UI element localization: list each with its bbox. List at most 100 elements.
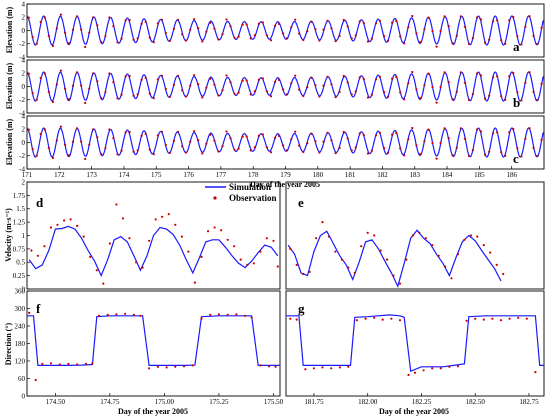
observation-point (69, 218, 72, 221)
observation-point (495, 263, 498, 266)
observation-point (322, 28, 325, 31)
observation-point (447, 25, 450, 28)
observation-point (516, 91, 519, 94)
observation-point (71, 84, 75, 87)
observation-point (136, 37, 139, 40)
observation-point (27, 16, 30, 20)
observation-point (330, 27, 333, 30)
observation-point (302, 94, 305, 98)
observation-point (221, 33, 224, 36)
observation-point (500, 151, 503, 154)
observation-point (209, 77, 212, 80)
observation-point (512, 16, 515, 19)
observation-point (181, 33, 184, 36)
observation-point (239, 258, 242, 261)
observation-point (338, 90, 341, 94)
observation-point (447, 137, 450, 140)
observation-point (31, 92, 34, 95)
observation-point (249, 93, 252, 96)
observation-point (411, 14, 414, 18)
simulation-line (26, 71, 544, 102)
observation-point (387, 151, 390, 154)
observation-point (154, 218, 157, 221)
panel-g: 181.75 182.00 182.25 182.50 182.75 g Day of … (285, 290, 545, 416)
observation-point (225, 74, 228, 77)
observation-point (277, 22, 281, 25)
observation-point (504, 42, 507, 45)
panel-f-label: f (36, 301, 41, 316)
observation-point (310, 132, 313, 135)
observation-point (177, 18, 180, 21)
observation-point (482, 244, 485, 247)
observation-point (451, 154, 454, 157)
observation-point (392, 274, 395, 277)
observation-point (55, 139, 59, 142)
observation-point (340, 258, 343, 261)
observation-point (250, 316, 253, 319)
observation-point (512, 128, 515, 131)
observation-point (314, 84, 317, 87)
panel-c-ylabel: Elevation (m) (5, 118, 14, 165)
observation-point (327, 235, 331, 238)
observation-point (407, 82, 410, 85)
observation-point (185, 95, 188, 98)
observation-point (370, 37, 373, 40)
observation-point (226, 313, 229, 316)
observation-point (116, 97, 119, 100)
observation-point (444, 265, 447, 268)
y-tick-label: -4 (19, 53, 25, 61)
y-tick-label: 0.5 (16, 259, 25, 267)
observation-point (474, 317, 477, 320)
x-tick-label: 176 (183, 171, 194, 179)
x-tick-label: 175.25 (209, 398, 229, 406)
observation-point (241, 23, 244, 26)
observation-point (96, 80, 99, 83)
observation-point (39, 76, 42, 80)
observation-point (49, 226, 53, 229)
observation-point (249, 149, 252, 152)
observation-point (47, 146, 50, 150)
observation-point (306, 86, 309, 89)
observation-point (491, 317, 494, 320)
observation-point (88, 143, 91, 146)
observation-point (528, 71, 531, 74)
observation-point (312, 367, 315, 370)
x-tick-label: 174.75 (100, 398, 120, 406)
observation-point (370, 93, 373, 96)
observation-point (500, 95, 503, 98)
observation-point (59, 125, 63, 128)
observation-point (455, 34, 458, 37)
observation-point (120, 37, 123, 40)
observation-point (391, 77, 394, 80)
observation-point (229, 25, 232, 28)
observation-point (379, 249, 382, 252)
x-tick-label: 186 (506, 171, 517, 179)
observation-point (201, 152, 204, 155)
observation-point (502, 272, 505, 276)
observation-point (30, 249, 33, 252)
observation-point (91, 362, 94, 365)
observation-point (181, 145, 184, 148)
observation-point (282, 32, 285, 35)
observation-point (338, 146, 341, 150)
observation-point (71, 28, 75, 31)
observation-point (112, 137, 115, 140)
observation-point (517, 316, 520, 319)
x-tick-label: 175.50 (264, 398, 284, 406)
observation-point (346, 137, 349, 140)
y-tick-label: 240 (15, 322, 26, 330)
observation-point (358, 20, 361, 23)
observation-point (144, 76, 147, 79)
observation-point (88, 31, 91, 34)
observation-point (71, 140, 75, 143)
observation-point (55, 27, 59, 30)
observation-point (185, 151, 188, 154)
observation-point (405, 258, 408, 261)
observation-point (253, 34, 256, 37)
observation-point (465, 319, 468, 322)
observation-point (306, 30, 309, 33)
observation-point (265, 34, 268, 37)
observation-point (374, 78, 378, 81)
observation-point (189, 84, 192, 87)
observation-point (358, 76, 361, 79)
